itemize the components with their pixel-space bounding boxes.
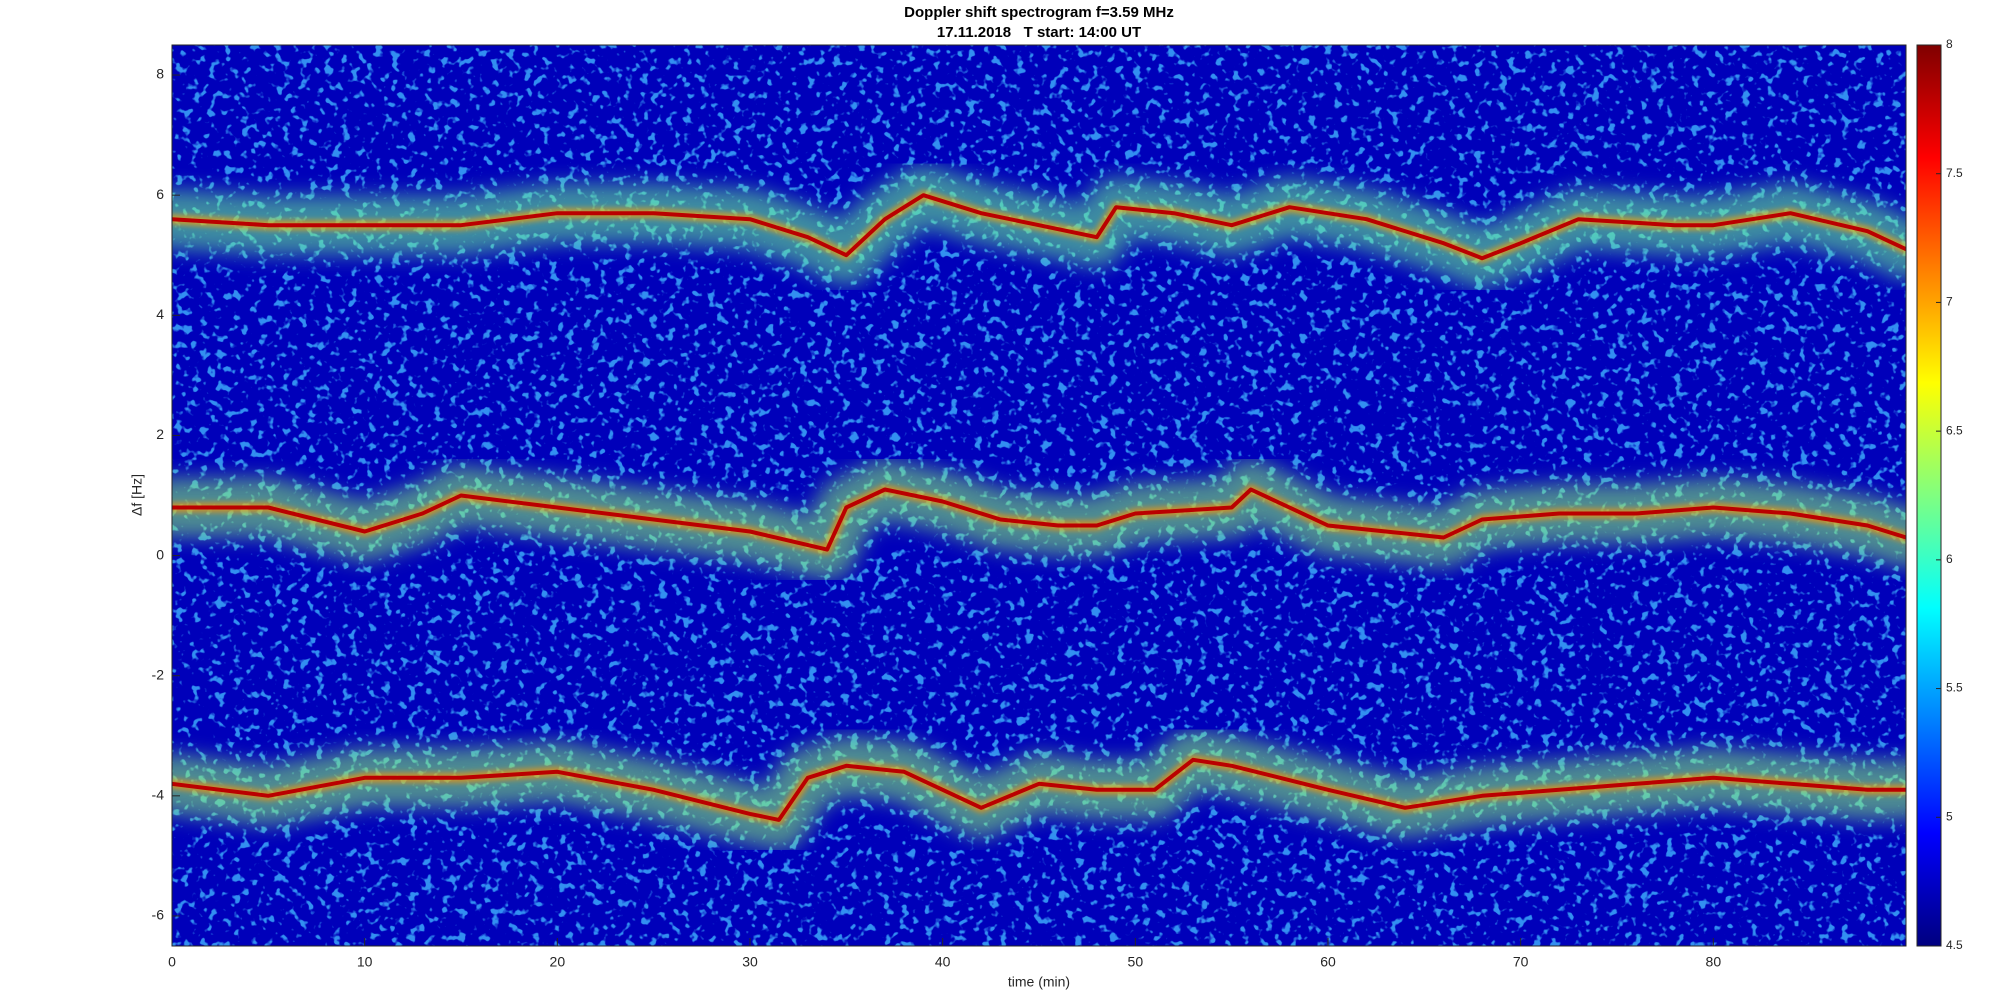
y-axis-label: Δf [Hz] xyxy=(129,474,145,516)
y-tick-label: 0 xyxy=(156,546,164,562)
colorbar-tick-label: 7 xyxy=(1946,295,1953,309)
x-tick-label: 10 xyxy=(357,954,373,970)
colorbar-tick-label: 5 xyxy=(1946,809,1953,823)
y-tick-label: 2 xyxy=(156,426,164,442)
y-tick-label: -2 xyxy=(152,666,165,682)
y-tick-label: 4 xyxy=(156,306,164,322)
x-tick-label: 60 xyxy=(1320,954,1336,970)
colorbar-tick-label: 6.5 xyxy=(1946,423,1963,437)
x-tick-label: 0 xyxy=(168,954,176,970)
chart-title: Doppler shift spectrogram f=3.59 MHz xyxy=(904,4,1174,21)
x-tick-label: 40 xyxy=(935,954,951,970)
y-tick-label: 8 xyxy=(156,66,164,82)
ridge-core xyxy=(172,193,1906,261)
y-tick-label: 6 xyxy=(156,186,164,202)
x-tick-label: 30 xyxy=(742,954,758,970)
x-tick-label: 80 xyxy=(1706,954,1722,970)
x-axis-label: time (min) xyxy=(1008,974,1070,990)
colorbar-tick-label: 4.5 xyxy=(1946,938,1963,952)
y-tick-label: -4 xyxy=(152,787,165,803)
y-tick-label: -6 xyxy=(152,907,165,923)
chart-subtitle: 17.11.2018 T start: 14:00 UT xyxy=(937,24,1141,41)
colorbar-tick-label: 5.5 xyxy=(1946,681,1963,695)
ridge-layer xyxy=(172,165,1906,850)
colorbar-tick-label: 6 xyxy=(1946,552,1953,566)
x-tick-label: 20 xyxy=(550,954,566,970)
plot-frame xyxy=(171,44,1907,947)
colorbar-tick-label: 8 xyxy=(1946,37,1953,51)
ridge-core xyxy=(172,757,1906,822)
ridge-core xyxy=(172,487,1906,552)
x-tick-label: 50 xyxy=(1128,954,1144,970)
x-tick-label: 70 xyxy=(1513,954,1529,970)
colorbar xyxy=(1916,44,1942,947)
colorbar-tick-label: 7.5 xyxy=(1946,166,1963,180)
